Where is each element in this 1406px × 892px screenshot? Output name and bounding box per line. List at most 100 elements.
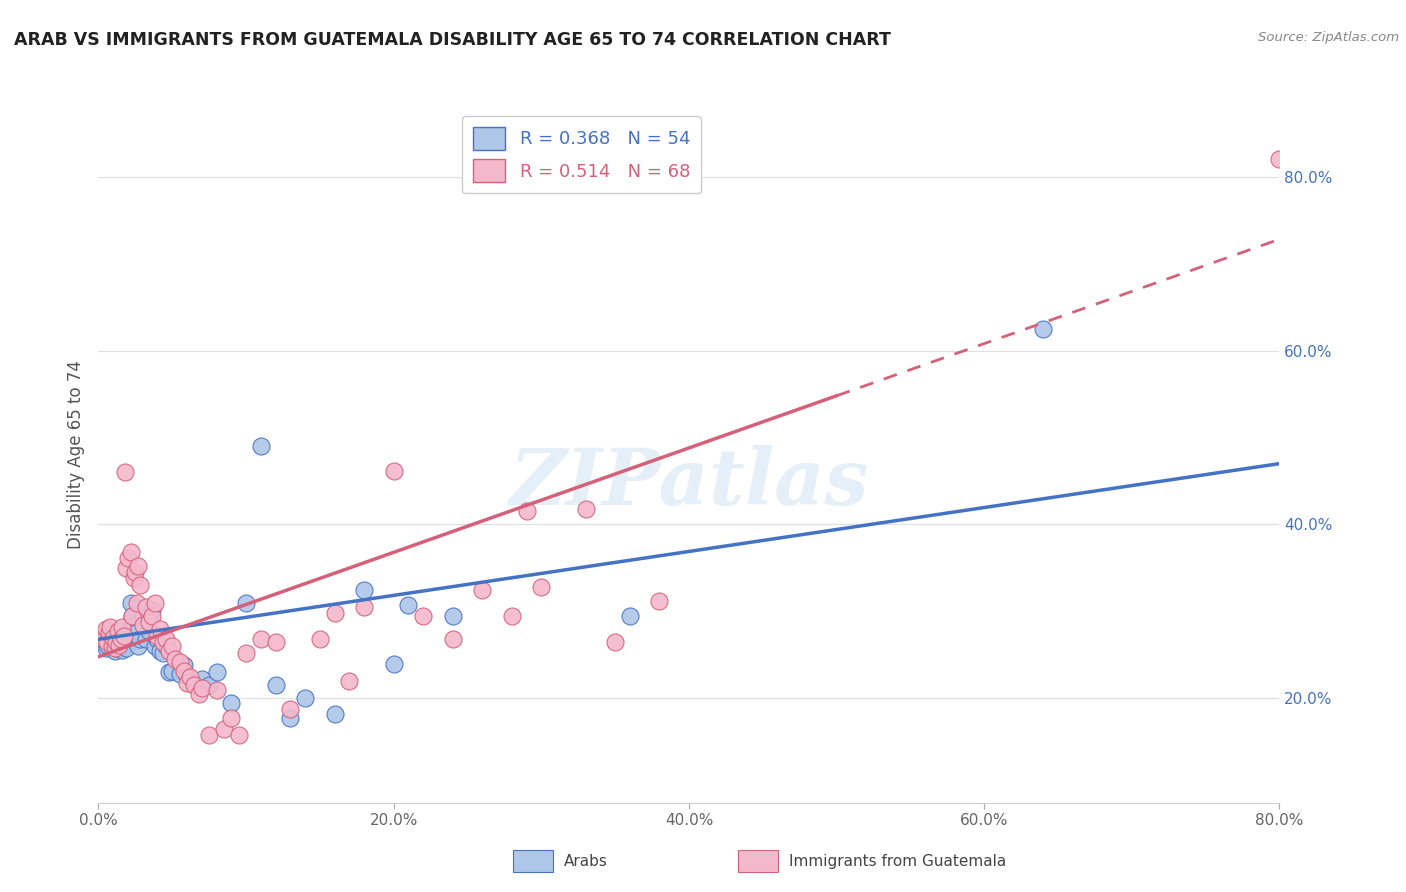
Point xyxy=(169,655,191,669)
Point xyxy=(117,550,139,565)
Point xyxy=(162,639,183,653)
Point xyxy=(98,629,121,643)
Text: ZIPatlas: ZIPatlas xyxy=(509,444,869,521)
Point xyxy=(104,640,127,655)
Text: Source: ZipAtlas.com: Source: ZipAtlas.com xyxy=(1258,31,1399,45)
Point xyxy=(94,622,117,636)
Point xyxy=(121,608,143,623)
Point xyxy=(619,608,641,623)
Point xyxy=(264,678,287,692)
Point xyxy=(235,596,257,610)
Point xyxy=(115,561,138,575)
Point xyxy=(152,646,174,660)
Point xyxy=(115,640,138,655)
Point xyxy=(179,670,201,684)
Point xyxy=(110,629,132,643)
Point xyxy=(143,596,166,610)
Point xyxy=(191,673,214,687)
Point xyxy=(96,635,118,649)
Point xyxy=(108,632,131,647)
Point xyxy=(128,578,150,592)
Point xyxy=(132,608,155,623)
Point xyxy=(93,631,115,645)
Point xyxy=(280,710,302,724)
Point xyxy=(146,632,169,647)
Point xyxy=(112,629,135,643)
Point xyxy=(121,608,143,623)
Point xyxy=(169,667,191,681)
Point xyxy=(124,626,146,640)
Point xyxy=(128,632,150,647)
Point xyxy=(141,603,163,617)
Point xyxy=(530,580,553,594)
Point xyxy=(111,620,134,634)
Point xyxy=(104,643,127,657)
Point xyxy=(146,629,169,643)
Point xyxy=(105,640,128,655)
Point xyxy=(155,632,177,647)
Point xyxy=(97,626,120,640)
Point xyxy=(149,622,172,636)
Point xyxy=(575,501,598,516)
Point xyxy=(152,635,174,649)
Y-axis label: Disability Age 65 to 74: Disability Age 65 to 74 xyxy=(66,360,84,549)
Point xyxy=(143,639,166,653)
Legend: R = 0.368   N = 54, R = 0.514   N = 68: R = 0.368 N = 54, R = 0.514 N = 68 xyxy=(461,116,700,194)
Point xyxy=(353,582,375,597)
Point xyxy=(382,657,405,671)
Text: ARAB VS IMMIGRANTS FROM GUATEMALA DISABILITY AGE 65 TO 74 CORRELATION CHART: ARAB VS IMMIGRANTS FROM GUATEMALA DISABI… xyxy=(14,31,891,49)
Point xyxy=(198,728,221,742)
Point xyxy=(212,722,235,736)
Point xyxy=(112,639,135,653)
Point xyxy=(205,665,228,680)
Point xyxy=(1268,152,1291,166)
Point xyxy=(91,629,114,643)
Point xyxy=(132,617,155,632)
Point xyxy=(108,638,131,652)
Point xyxy=(94,640,117,655)
Point xyxy=(93,632,115,647)
Point xyxy=(114,635,136,649)
Point xyxy=(339,674,361,689)
Point xyxy=(398,598,420,612)
Point xyxy=(250,439,273,453)
Point xyxy=(1032,322,1054,336)
Point xyxy=(187,687,209,701)
Point xyxy=(127,639,149,653)
Point xyxy=(103,631,125,645)
Point xyxy=(124,566,146,580)
Point xyxy=(98,620,121,634)
Point xyxy=(228,728,250,742)
Point xyxy=(157,643,180,657)
Point xyxy=(127,559,149,574)
Point xyxy=(235,646,257,660)
Point xyxy=(138,615,160,629)
Point xyxy=(110,632,132,647)
Point xyxy=(157,665,180,680)
Bar xyxy=(738,850,778,872)
Point xyxy=(441,608,464,623)
Point xyxy=(250,632,273,647)
Bar xyxy=(513,850,553,872)
Point xyxy=(162,664,183,678)
Point xyxy=(122,571,145,585)
Point xyxy=(323,606,346,620)
Point xyxy=(198,678,221,692)
Point xyxy=(382,464,405,478)
Point xyxy=(96,638,118,652)
Point xyxy=(135,632,157,647)
Point xyxy=(125,596,148,610)
Point xyxy=(221,710,243,724)
Point xyxy=(135,600,157,615)
Point xyxy=(107,624,129,638)
Point xyxy=(412,608,434,623)
Point xyxy=(120,596,142,610)
Point xyxy=(107,638,129,652)
Point xyxy=(173,664,195,678)
Point xyxy=(100,639,122,653)
Point xyxy=(648,594,671,608)
Point xyxy=(471,582,494,597)
Point xyxy=(138,624,160,638)
Point xyxy=(280,702,302,716)
Point xyxy=(191,681,214,695)
